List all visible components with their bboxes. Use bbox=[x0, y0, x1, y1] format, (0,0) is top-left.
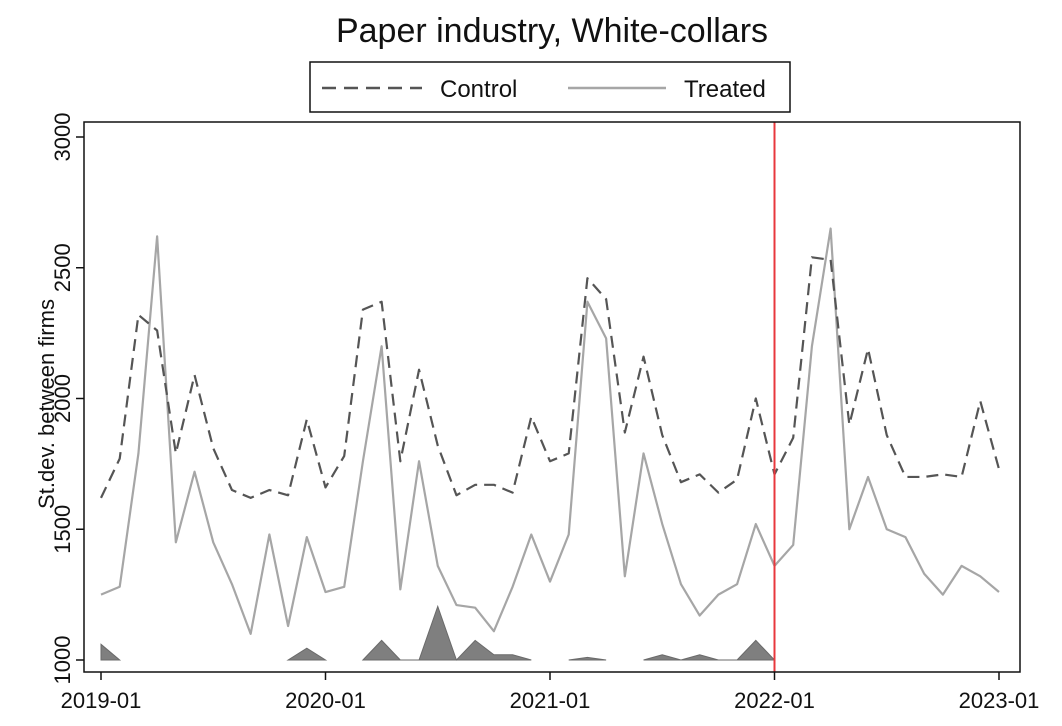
area-segment bbox=[100, 643, 122, 661]
legend: Control Treated bbox=[309, 61, 791, 113]
chart-title: Paper industry, White-collars bbox=[336, 12, 768, 50]
x-tick-label: 2019-01 bbox=[61, 688, 142, 713]
y-tick-label: 2500 bbox=[50, 243, 75, 292]
x-tick-label: 2021-01 bbox=[510, 688, 591, 713]
legend-label-treated: Treated bbox=[684, 76, 766, 103]
y-tick-label: 3000 bbox=[50, 113, 75, 162]
y-tick-label: 1000 bbox=[50, 636, 75, 685]
area-segment bbox=[643, 639, 776, 661]
y-axis: 1000 1500 2000 2500 3000 bbox=[50, 113, 84, 685]
x-tick-label: 2022-01 bbox=[734, 688, 815, 713]
x-tick-label: 2023-01 bbox=[959, 688, 1040, 713]
x-axis: 2019-01 2020-01 2021-01 2022-01 2023-01 bbox=[61, 672, 1040, 713]
plot-frame bbox=[83, 121, 1021, 673]
x-tick-label: 2020-01 bbox=[285, 688, 366, 713]
series-line-treated bbox=[100, 227, 1000, 635]
y-tick-label: 1500 bbox=[50, 505, 75, 554]
area-layer bbox=[100, 604, 776, 661]
legend-label-control: Control bbox=[440, 76, 517, 103]
area-segment bbox=[568, 656, 607, 661]
y-tick-label: 2000 bbox=[50, 374, 75, 423]
series-line-control bbox=[100, 256, 1001, 499]
y-axis-label: St.dev. between firms bbox=[34, 299, 59, 509]
area-segment bbox=[286, 647, 328, 661]
lines-layer bbox=[100, 227, 1001, 635]
area-segment bbox=[361, 604, 532, 661]
